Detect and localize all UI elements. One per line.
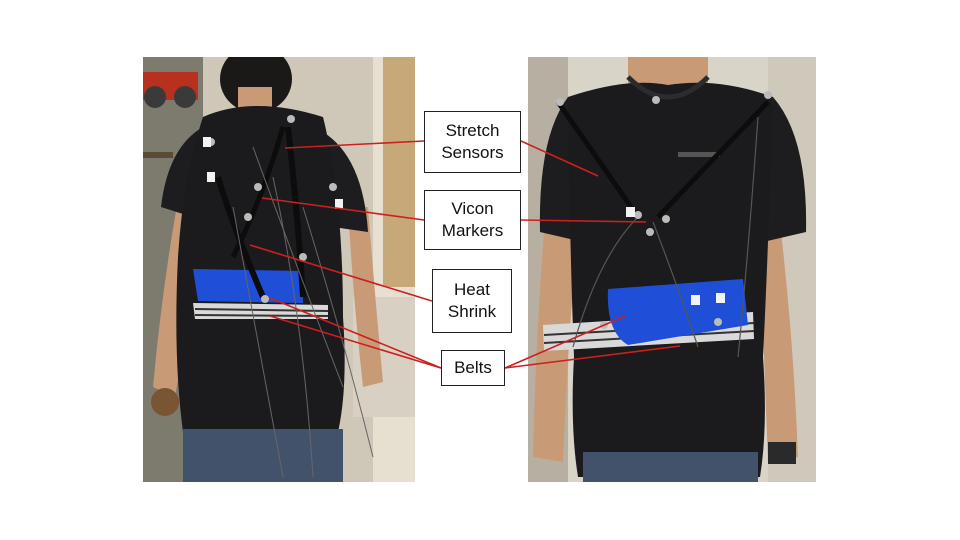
heat-shrink-label-line1: Heat (454, 280, 490, 299)
front-view-photo (528, 57, 816, 482)
heat-shrink-label-line2: Shrink (447, 302, 497, 321)
vicon-markers-label-line2: Markers (441, 221, 504, 240)
stretch-sensors-label-line1: Stretch (445, 121, 500, 140)
vicon-markers-label: Vicon Markers (424, 190, 521, 250)
stretch-sensors-label-line2: Sensors (441, 143, 504, 162)
back-view-photo (143, 57, 415, 482)
belts-label: Belts (441, 350, 505, 386)
vicon-markers-label-line1: Vicon (451, 199, 494, 218)
belts-label-text: Belts (454, 358, 492, 377)
stretch-sensors-label: Stretch Sensors (424, 111, 521, 173)
heat-shrink-label: Heat Shrink (432, 269, 512, 333)
